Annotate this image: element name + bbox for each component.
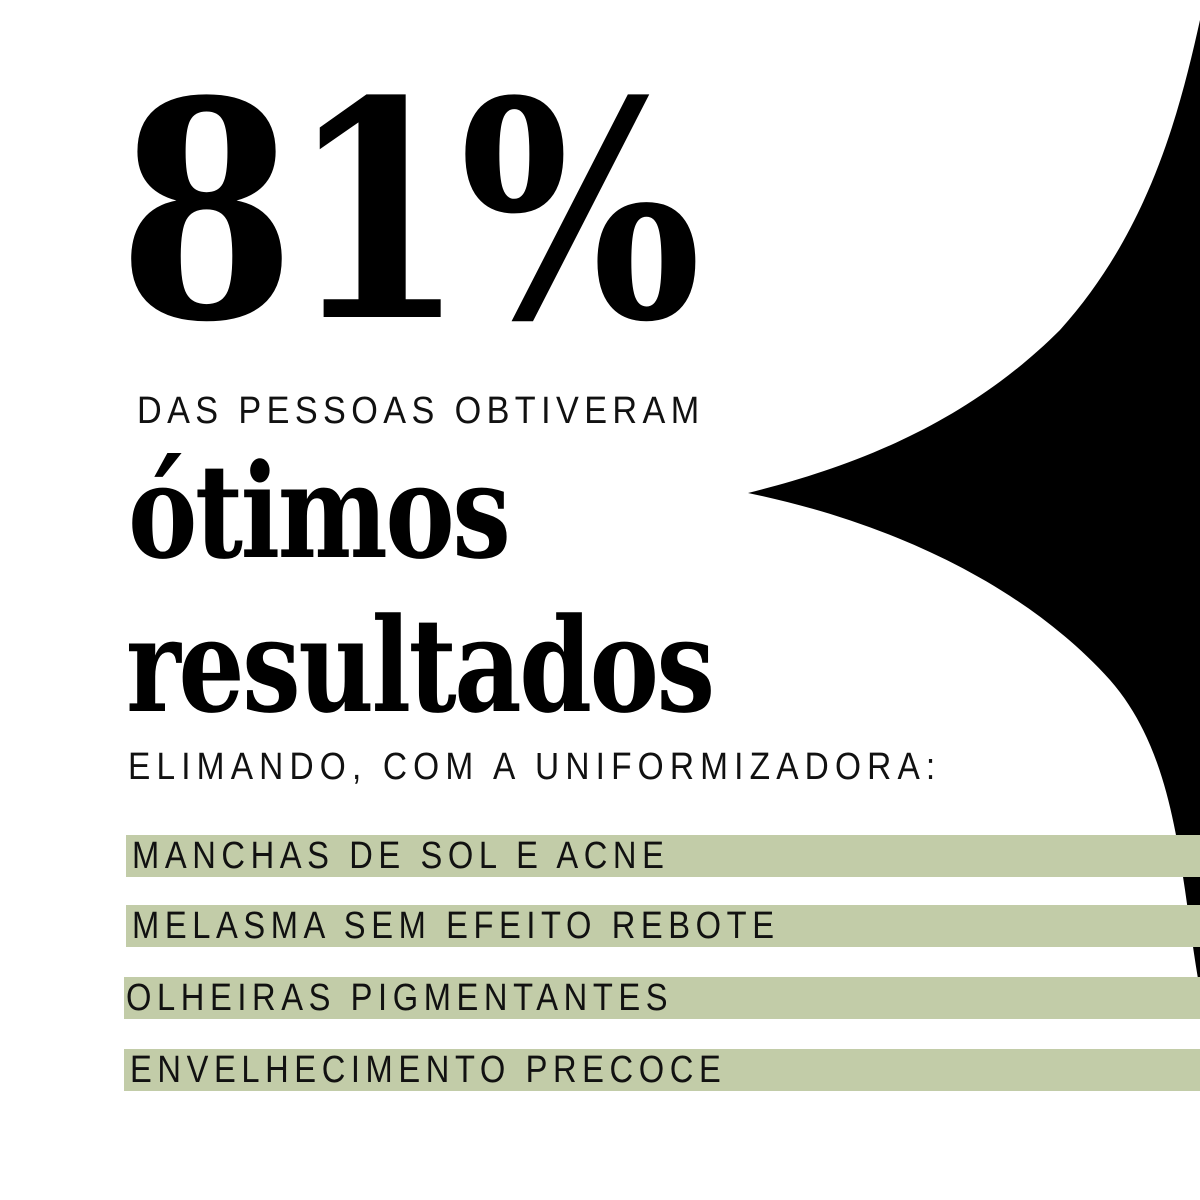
benefit-item: MELASMA SEM EFEITO REBOTE xyxy=(126,905,1200,947)
emphasis-line-1: ótimos xyxy=(128,435,511,588)
subtitle-line-1: DAS PESSOAS OBTIVERAM xyxy=(137,390,705,432)
percent-figure: 81% xyxy=(118,35,702,388)
subtitle-line-2: ELIMANDO, COM A UNIFORMIZADORA: xyxy=(128,746,942,788)
benefit-item: MANCHAS DE SOL E ACNE xyxy=(126,835,1200,877)
benefit-label: OLHEIRAS PIGMENTANTES xyxy=(126,977,674,1019)
benefit-label: ENVELHECIMENTO PRECOCE xyxy=(130,1049,727,1091)
benefit-label: MANCHAS DE SOL E ACNE xyxy=(132,835,670,877)
emphasis-line-2: resultados xyxy=(126,589,715,742)
benefit-label: MELASMA SEM EFEITO REBOTE xyxy=(132,905,780,947)
benefit-item: OLHEIRAS PIGMENTANTES xyxy=(124,977,1200,1019)
benefit-item: ENVELHECIMENTO PRECOCE xyxy=(124,1049,1200,1091)
